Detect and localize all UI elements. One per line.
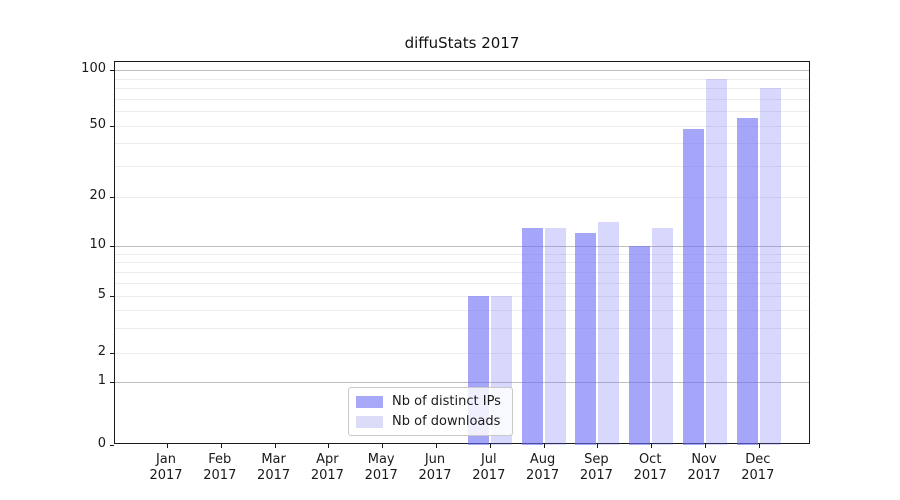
y-tick-mark-20 bbox=[110, 197, 114, 198]
x-tick-label-feb: Feb 2017 bbox=[203, 452, 237, 483]
x-tick-label-may: May 2017 bbox=[364, 452, 398, 483]
bar-distinct-ips-dec bbox=[736, 118, 758, 445]
legend-label-downloads: Nb of downloads bbox=[392, 414, 501, 429]
y-tick-label-1: 1 bbox=[97, 373, 106, 388]
gridline-minor-30 bbox=[115, 165, 809, 167]
legend-swatch-downloads bbox=[356, 415, 383, 428]
x-tick-mark-aug bbox=[543, 444, 545, 448]
bar-distinct-ips-oct bbox=[629, 246, 651, 445]
gridline-minor-2 bbox=[115, 353, 809, 354]
gridline-minor-5 bbox=[115, 296, 809, 297]
legend-label-distinct-ips: Nb of distinct IPs bbox=[392, 394, 501, 409]
gridline-minor-70 bbox=[115, 98, 809, 100]
y-tick-label-10: 10 bbox=[89, 237, 106, 252]
gridline-minor-90 bbox=[115, 78, 809, 80]
gridline-minor-40 bbox=[115, 143, 809, 145]
x-tick-label-oct: Oct 2017 bbox=[633, 452, 667, 483]
x-tick-label-jun: Jun 2017 bbox=[418, 452, 452, 483]
bar-downloads-oct bbox=[652, 227, 674, 445]
x-tick-mark-nov bbox=[705, 444, 706, 448]
gridline-minor-50 bbox=[115, 126, 809, 127]
legend-item-downloads: Nb of downloads bbox=[356, 414, 501, 429]
gridline-minor-6 bbox=[115, 282, 809, 284]
gridline-major-1 bbox=[115, 382, 809, 383]
bar-distinct-ips-aug bbox=[521, 227, 543, 445]
bar-downloads-sep bbox=[598, 222, 620, 445]
gridline-major-10 bbox=[115, 246, 809, 247]
bar-downloads-dec bbox=[759, 88, 781, 445]
legend: Nb of distinct IPs Nb of downloads bbox=[348, 387, 513, 436]
gridline-minor-20 bbox=[115, 197, 809, 198]
y-tick-label-50: 50 bbox=[89, 117, 106, 132]
gridline-minor-80 bbox=[115, 88, 809, 89]
y-tick-mark-10 bbox=[110, 246, 114, 247]
x-tick-label-jul: Jul 2017 bbox=[472, 452, 506, 483]
y-tick-label-20: 20 bbox=[89, 188, 106, 203]
gridline-minor-3 bbox=[115, 327, 809, 329]
x-tick-mark-jul bbox=[489, 444, 491, 448]
x-tick-mark-dec bbox=[758, 444, 760, 448]
bar-downloads-nov bbox=[706, 78, 727, 445]
x-tick-mark-jan bbox=[167, 444, 168, 448]
x-tick-mark-mar bbox=[274, 444, 276, 448]
gridline-minor-60 bbox=[115, 111, 809, 113]
y-tick-label-0: 0 bbox=[97, 436, 106, 451]
x-tick-mark-sep bbox=[597, 444, 599, 448]
x-tick-mark-jun bbox=[436, 444, 437, 448]
gridline-minor-9 bbox=[115, 253, 809, 255]
gridline-minor-8 bbox=[115, 262, 809, 264]
x-tick-mark-feb bbox=[220, 444, 222, 448]
y-tick-label-100: 100 bbox=[81, 61, 106, 76]
y-tick-mark-5 bbox=[110, 296, 114, 297]
x-tick-label-sep: Sep 2017 bbox=[579, 452, 613, 483]
x-tick-label-aug: Aug 2017 bbox=[526, 452, 560, 483]
chart-title: diffuStats 2017 bbox=[404, 34, 520, 52]
bar-distinct-ips-sep bbox=[575, 233, 597, 445]
y-tick-label-5: 5 bbox=[97, 287, 106, 302]
x-tick-label-apr: Apr 2017 bbox=[310, 452, 344, 483]
bar-distinct-ips-nov bbox=[683, 129, 704, 445]
x-tick-label-nov: Nov 2017 bbox=[687, 452, 721, 483]
bar-downloads-aug bbox=[544, 227, 566, 445]
y-tick-mark-50 bbox=[110, 126, 114, 127]
plot-area bbox=[110, 61, 810, 448]
legend-item-distinct-ips: Nb of distinct IPs bbox=[356, 394, 501, 409]
y-tick-mark-0 bbox=[110, 445, 114, 446]
gridline-minor-7 bbox=[115, 271, 809, 273]
y-tick-mark-1 bbox=[110, 382, 114, 383]
x-tick-mark-oct bbox=[651, 444, 653, 448]
x-tick-mark-may bbox=[382, 444, 384, 448]
gridline-minor-4 bbox=[115, 309, 809, 311]
x-tick-label-dec: Dec 2017 bbox=[741, 452, 775, 483]
y-tick-mark-100 bbox=[110, 70, 114, 71]
x-tick-mark-apr bbox=[328, 444, 330, 448]
y-tick-mark-2 bbox=[110, 353, 114, 354]
legend-swatch-distinct-ips bbox=[356, 395, 383, 408]
gridline-major-100 bbox=[115, 70, 809, 71]
x-tick-label-mar: Mar 2017 bbox=[257, 452, 291, 483]
x-tick-label-jan: Jan 2017 bbox=[149, 452, 183, 483]
y-tick-label-2: 2 bbox=[97, 344, 106, 359]
